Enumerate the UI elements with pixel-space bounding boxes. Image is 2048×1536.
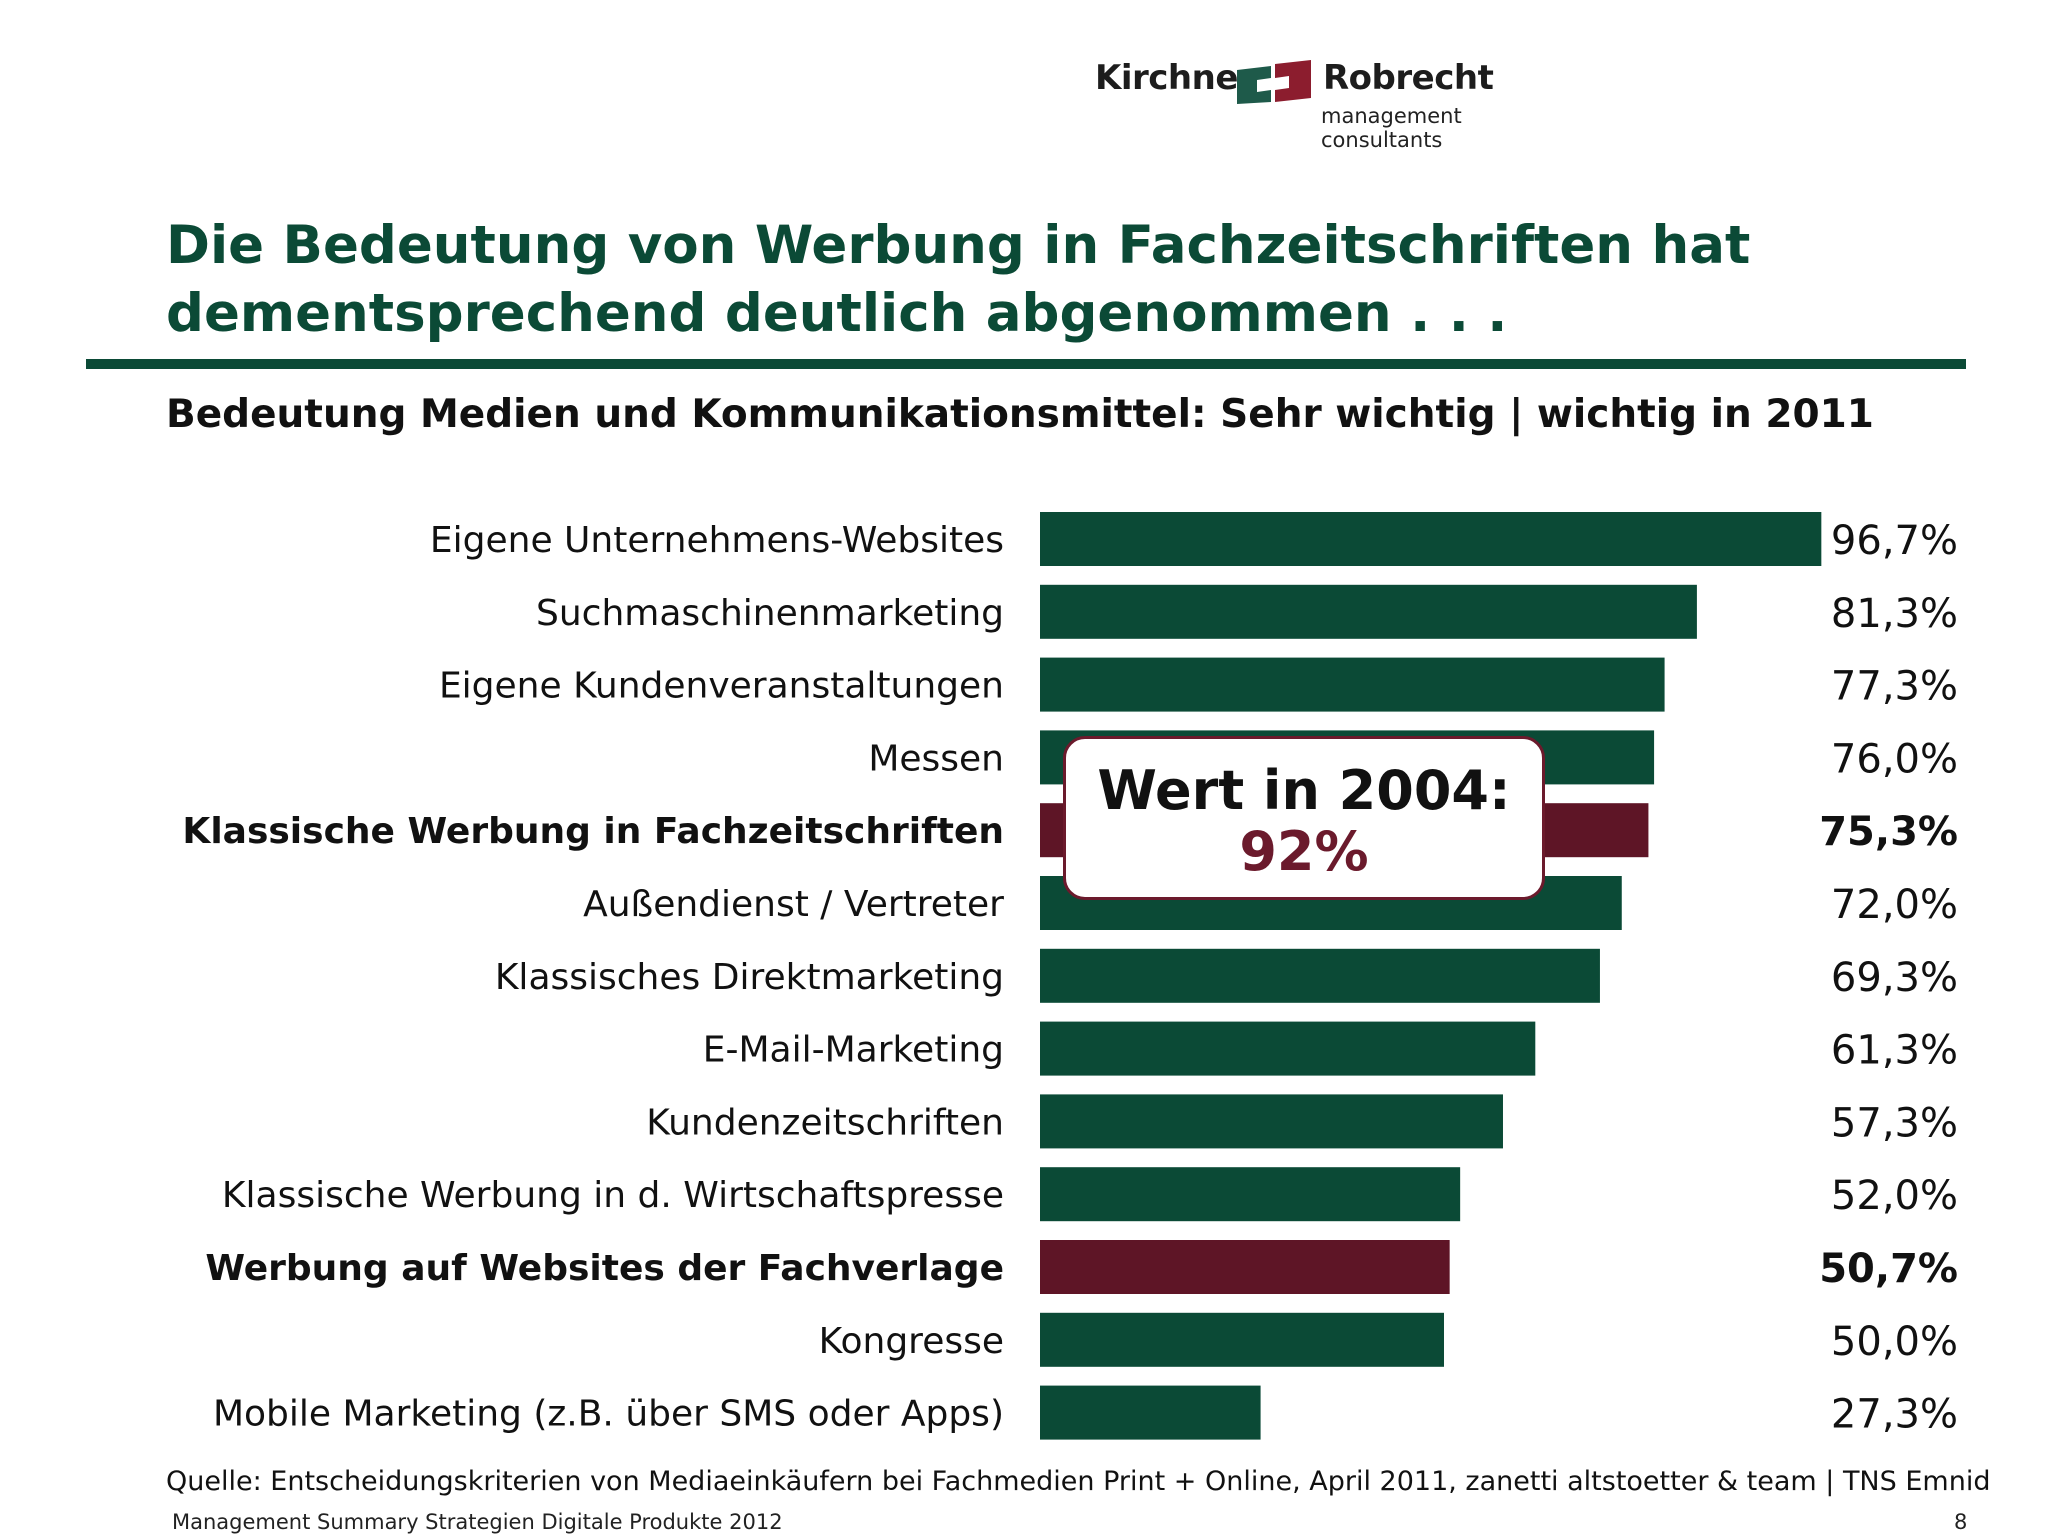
category-label-12: Mobile Marketing (z.B. über SMS oder App…: [213, 1394, 1004, 1435]
value-label-8: 57,3%: [1831, 1100, 1958, 1146]
callout-title: Wert in 2004:: [1097, 759, 1511, 822]
category-label-6: Klassisches Direktmarketing: [495, 957, 1004, 998]
value-label-0: 96,7%: [1831, 518, 1958, 564]
value-label-12: 27,3%: [1831, 1392, 1958, 1438]
title-divider: [86, 359, 1966, 369]
category-label-11: Kongresse: [819, 1321, 1004, 1362]
category-label-7: E-Mail-Marketing: [703, 1030, 1004, 1071]
value-label-4: 75,3%: [1819, 809, 1958, 855]
value-label-1: 81,3%: [1831, 591, 1958, 637]
bar-2: [1040, 657, 1665, 712]
logo-mark-icon: [1237, 60, 1311, 104]
category-label-8: Kundenzeitschriften: [646, 1102, 1004, 1143]
category-label-0: Eigene Unternehmens-Websites: [430, 520, 1004, 561]
category-label-3: Messen: [868, 738, 1004, 779]
bar-1: [1040, 584, 1697, 639]
bar-7: [1040, 1021, 1536, 1076]
bar-8: [1040, 1094, 1503, 1149]
bar-6: [1040, 948, 1600, 1003]
logo-name-right: Robrecht: [1323, 58, 1494, 98]
bar-11: [1040, 1312, 1444, 1367]
value-label-3: 76,0%: [1831, 736, 1958, 782]
value-label-7: 61,3%: [1831, 1028, 1958, 1074]
page-number: 8: [1954, 1510, 1968, 1534]
category-label-4: Klassische Werbung in Fachzeitschriften: [182, 811, 1004, 852]
bar-0: [1040, 512, 1822, 566]
source-note: Quelle: Entscheidungskriterien von Media…: [166, 1466, 1991, 1497]
category-label-2: Eigene Kundenveranstaltungen: [439, 666, 1004, 707]
comparison-callout: Wert in 2004: 92%: [1063, 736, 1545, 900]
value-label-2: 77,3%: [1831, 664, 1958, 710]
category-label-5: Außendienst / Vertreter: [583, 884, 1004, 925]
callout-value: 92%: [1239, 820, 1369, 883]
chart-subtitle: Bedeutung Medien und Kommunikationsmitte…: [166, 392, 1874, 437]
category-label-10: Werbung auf Websites der Fachverlage: [205, 1248, 1004, 1289]
slide-title: Die Bedeutung von Werbung in Fachzeitsch…: [166, 215, 1751, 344]
footer-text: Management Summary Strategien Digitale P…: [172, 1510, 783, 1534]
category-label-9: Klassische Werbung in d. Wirtschaftspres…: [222, 1175, 1004, 1216]
logo-tagline: management consultants: [1321, 104, 1462, 152]
company-logo: Kirchner Robrecht management consultants: [1095, 56, 1575, 152]
value-label-10: 50,7%: [1819, 1246, 1958, 1292]
category-label-1: Suchmaschinenmarketing: [536, 593, 1004, 634]
bar-12: [1040, 1385, 1261, 1440]
value-label-9: 52,0%: [1831, 1173, 1958, 1219]
value-label-5: 72,0%: [1831, 882, 1958, 928]
value-label-11: 50,0%: [1831, 1319, 1958, 1365]
bar-9: [1040, 1167, 1461, 1222]
bar-10: [1040, 1240, 1450, 1294]
logo-name-left: Kirchner: [1095, 58, 1255, 98]
value-label-6: 69,3%: [1831, 955, 1958, 1001]
